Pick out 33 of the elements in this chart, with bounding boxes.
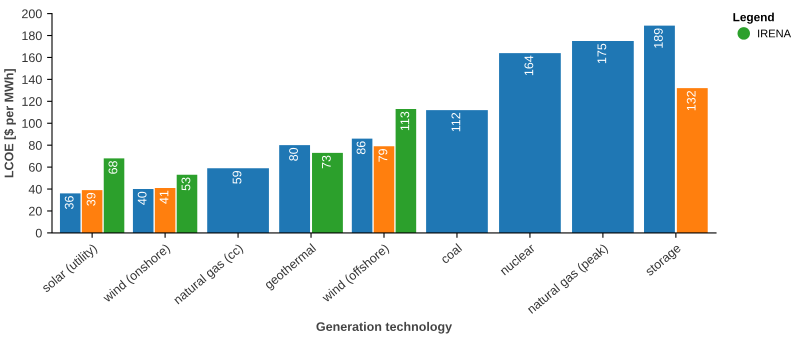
y-tick-label: 80 <box>28 140 42 150</box>
y-tick-label: 0 <box>36 228 42 238</box>
data-label: 68 <box>108 161 118 174</box>
y-tick-label: 100 <box>22 119 42 128</box>
data-label: 39 <box>86 192 96 206</box>
legend-title: Legend <box>733 12 774 24</box>
data-label: 86 <box>356 141 366 154</box>
y-tick-label: 60 <box>29 162 42 172</box>
y-tick-label: 140 <box>22 75 42 84</box>
y-tick-label: 20 <box>29 206 42 216</box>
legend-label: IRENA <box>758 30 792 38</box>
x-tick-label: coal <box>440 243 462 264</box>
y-axis-title: LCOE [$ per MWh] <box>4 69 16 178</box>
data-label: 36 <box>64 196 74 210</box>
x-axis-title: Generation technology <box>316 322 452 334</box>
y-tick-label: 160 <box>22 53 42 62</box>
y-tick-label: 40 <box>28 184 42 194</box>
y-tick-label: 120 <box>22 97 42 106</box>
data-label: 164 <box>524 56 534 76</box>
data-label: 80 <box>289 148 298 161</box>
data-label: 41 <box>160 190 168 204</box>
y-tick-label: 180 <box>22 31 42 40</box>
data-label: 113 <box>400 112 410 130</box>
data-label: 132 <box>686 90 696 110</box>
data-label: 53 <box>181 178 190 190</box>
data-label: 189 <box>654 28 663 48</box>
y-tick-label: 200 <box>22 9 42 18</box>
data-label: 175 <box>598 44 606 64</box>
data-label: 112 <box>451 112 460 132</box>
data-label: 79 <box>378 149 388 162</box>
data-label: 59 <box>232 170 242 184</box>
data-label: 40 <box>138 192 147 205</box>
data-label: 73 <box>322 156 331 168</box>
